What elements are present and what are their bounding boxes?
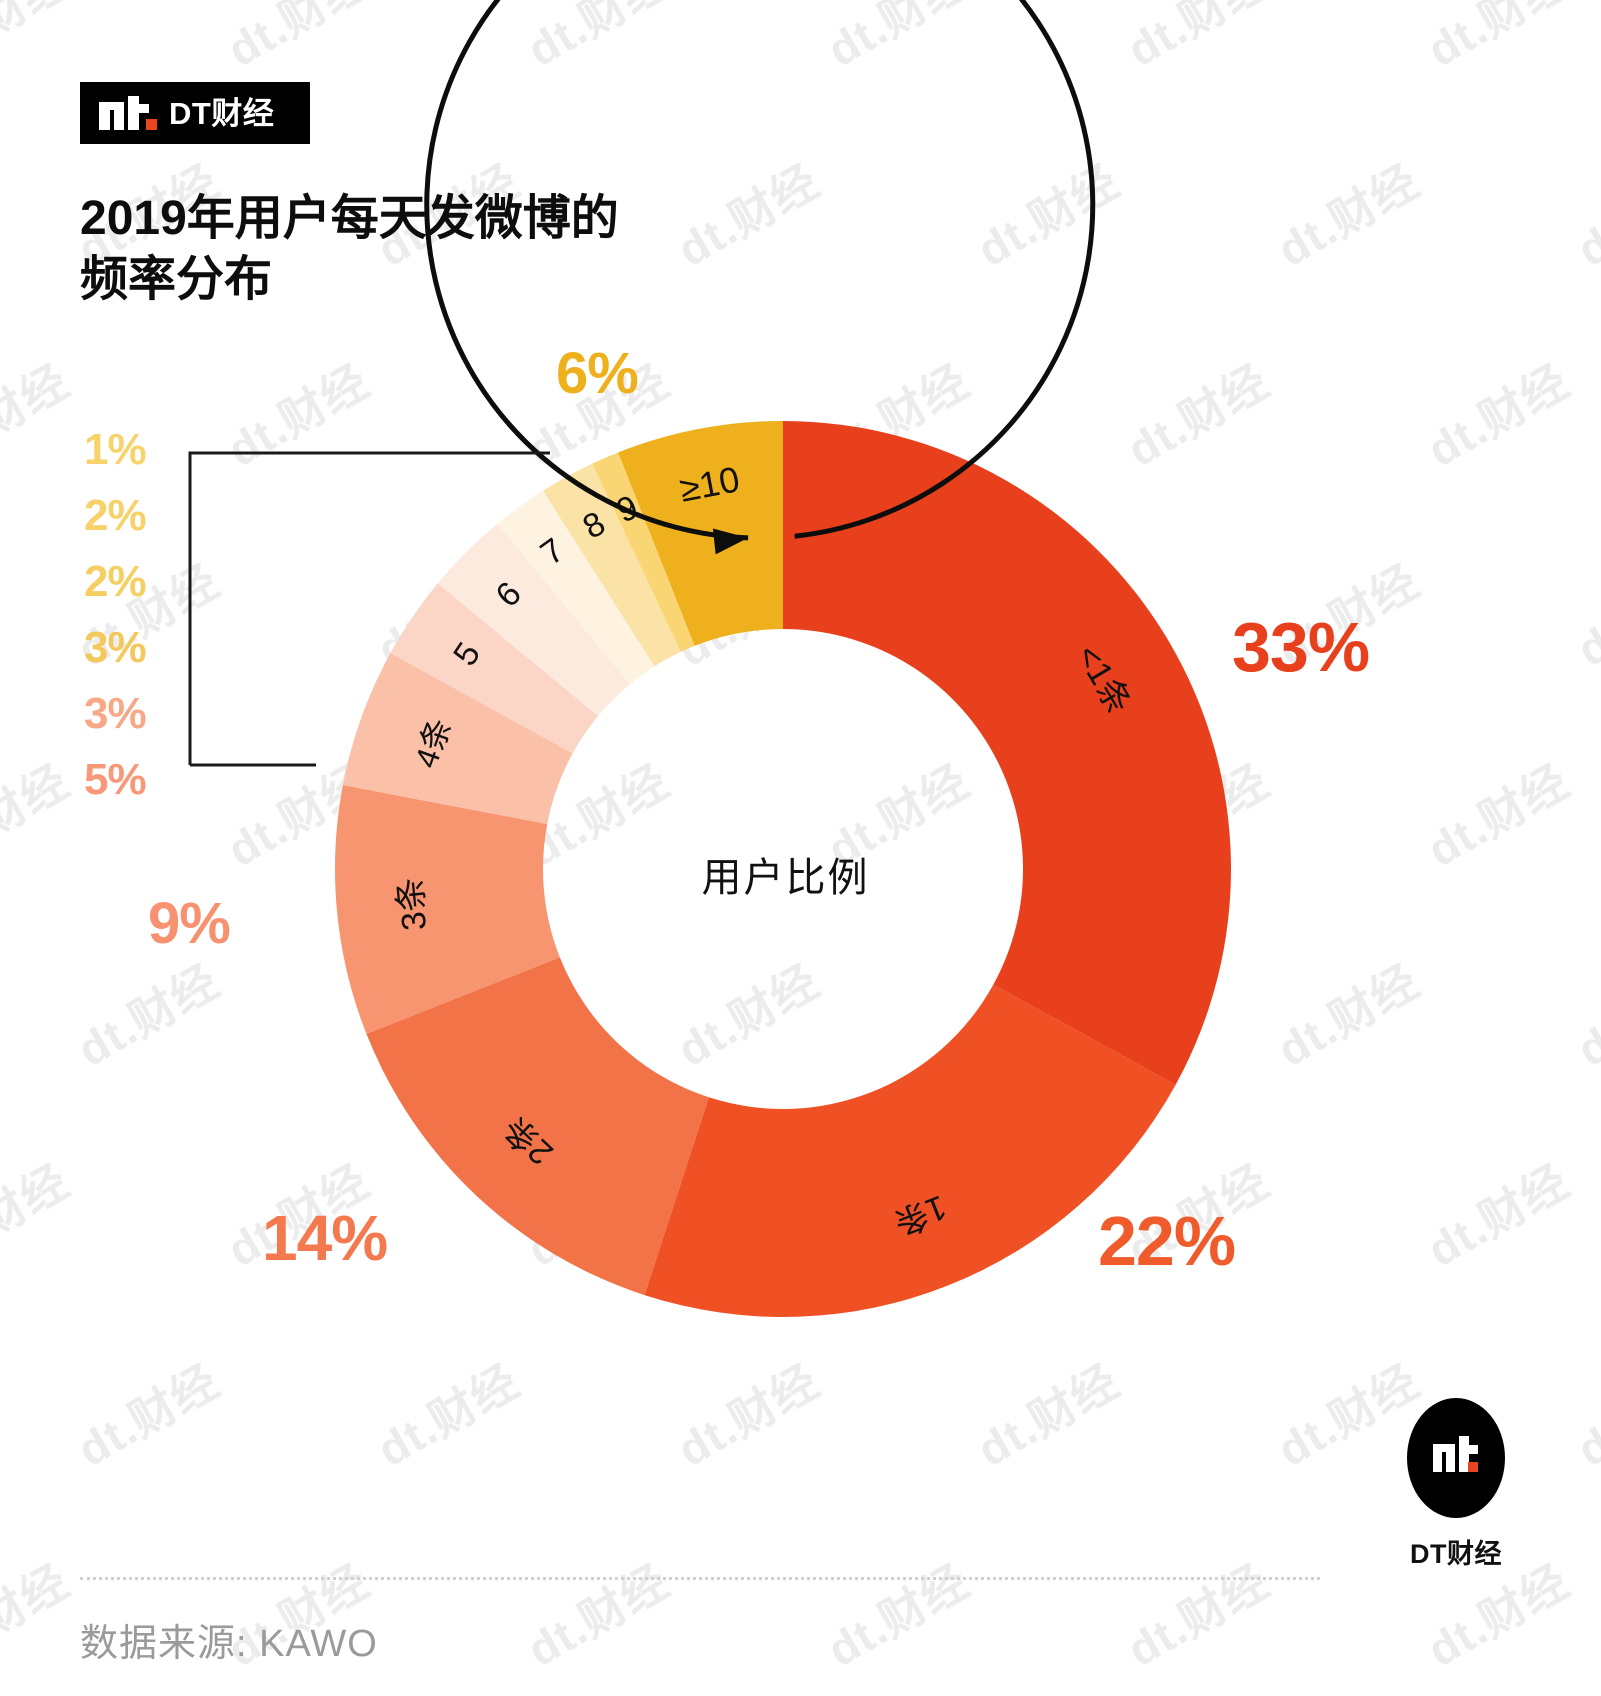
value-label-1: 22% (1098, 1202, 1236, 1280)
footer-brand-logo: DT财经 (1392, 1398, 1520, 1571)
donut-slice-6[interactable] (437, 523, 631, 717)
brand-name: DT财经 (169, 95, 275, 131)
value-label-lt1: 33% (1232, 608, 1370, 686)
dt-logo-icon (99, 96, 157, 130)
value-label-3: 9% (148, 891, 231, 956)
small-slices-bracket (188, 451, 550, 767)
page-title: 2019年用户每天发微博的 频率分布 (80, 192, 619, 307)
donut-slice-1条[interactable] (644, 984, 1176, 1318)
footer-brand-name: DT财经 (1410, 1539, 1502, 1569)
footer-divider (80, 1577, 1320, 1580)
dt-logo-circle-icon (1407, 1398, 1505, 1518)
value-label-2: 14% (262, 1202, 388, 1274)
ring-label-3条: 3条 (391, 876, 434, 932)
direction-arrow-arc (424, 0, 1096, 541)
small-value-label-1: 2% (84, 491, 147, 540)
data-source-note: 数据来源: KAWO (80, 1623, 378, 1665)
small-value-label-2: 2% (84, 557, 147, 606)
donut-slice-9[interactable] (592, 452, 695, 652)
small-value-label-3: 3% (84, 623, 147, 672)
donut-slice-4条[interactable] (342, 653, 573, 825)
small-value-label-column: 1% 2% 2% 3% 3% 5% (84, 425, 147, 824)
donut-slice-5[interactable] (390, 583, 599, 754)
donut-slice-2条[interactable] (366, 957, 709, 1296)
donut-slice-3条[interactable] (335, 785, 560, 1034)
brand-logo-badge: DT财经 (80, 82, 310, 144)
small-value-label-0: 1% (84, 425, 147, 474)
direction-arrow-head-icon (712, 528, 749, 555)
value-label-ge10: 6% (556, 341, 639, 406)
donut-center-label: 用户比例 (701, 856, 870, 900)
small-value-label-5: 5% (84, 755, 147, 804)
donut-slice-8[interactable] (542, 463, 681, 667)
donut-slice-7[interactable] (497, 490, 655, 685)
donut-slice-<1条[interactable] (783, 421, 1232, 1085)
small-value-label-4: 3% (84, 689, 147, 738)
